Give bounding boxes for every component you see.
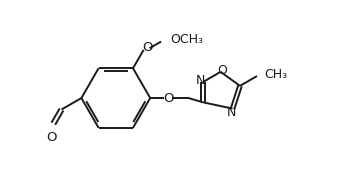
Text: OCH₃: OCH₃ [170,33,203,46]
Text: O: O [217,64,227,77]
Text: O: O [142,41,153,54]
Text: O: O [46,131,57,144]
Text: CH₃: CH₃ [264,68,287,81]
Text: N: N [226,106,236,119]
Text: N: N [196,74,205,87]
Text: O: O [163,92,174,104]
